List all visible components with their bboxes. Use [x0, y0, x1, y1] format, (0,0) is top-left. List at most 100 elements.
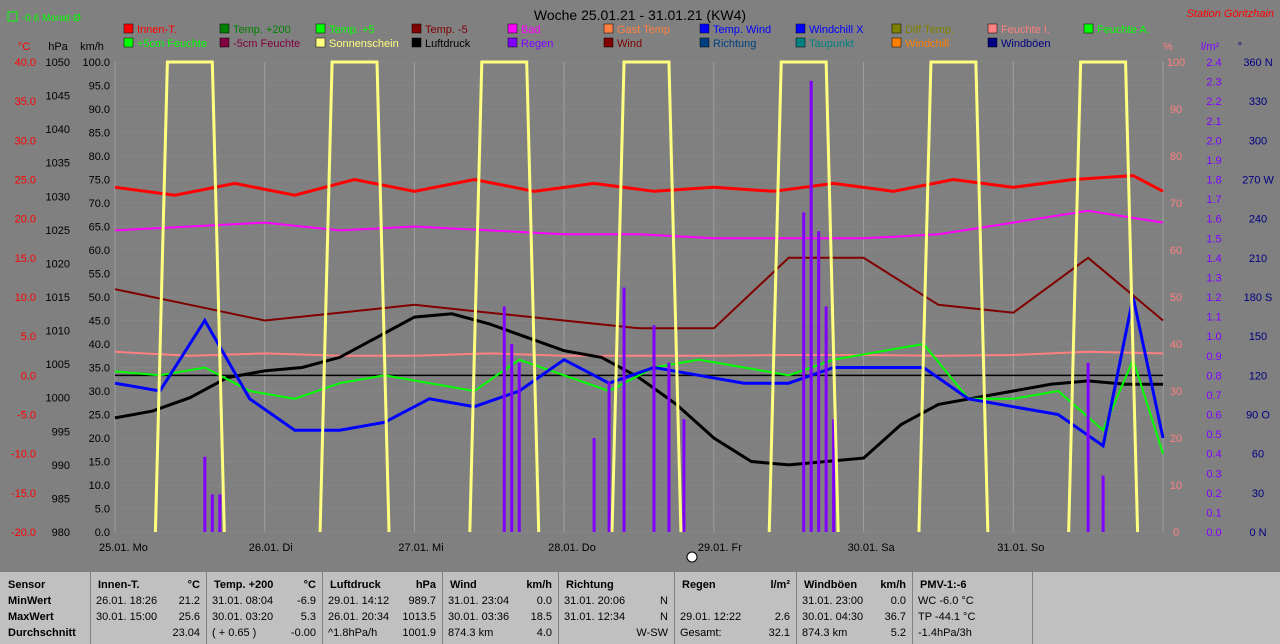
rain-bar: [203, 456, 207, 532]
stats-value: 36.7: [884, 611, 906, 623]
stats-value: 21.2: [178, 595, 200, 607]
temp-axis-tick: 15.0: [15, 253, 36, 265]
legend-swatch: [795, 37, 806, 48]
wind-axis-tick: 85.0: [89, 128, 110, 140]
stats-header: Richtung: [566, 579, 614, 591]
legend-swatch: [411, 37, 422, 48]
sunshine-block: [153, 60, 226, 533]
stats-value: 25.6: [178, 611, 200, 623]
stats-time: 874.3 km: [802, 627, 848, 639]
direction-axis-tick: 120: [1249, 370, 1267, 382]
rain-bar: [622, 287, 626, 532]
stats-value: 1001.9: [402, 627, 436, 639]
legend-swatch: [891, 37, 902, 48]
legend-label: Temp. -5: [425, 24, 468, 36]
stats-value: -0.00: [290, 627, 316, 639]
series-line-luftdruck: [114, 312, 1163, 467]
stats-value: 1013.5: [402, 611, 436, 623]
stats-time: 30.01. 04:30: [802, 611, 864, 623]
legend-swatch: [315, 23, 326, 34]
wind-axis-tick: 0.0: [95, 527, 110, 539]
stats-column: Richtung 31.01. 20:06 N 31.01. 12:34 N W-SW: [558, 572, 675, 644]
humidity-axis-tick: 100: [1167, 57, 1185, 69]
stats-value: N: [660, 595, 668, 607]
direction-axis-tick: 60: [1252, 449, 1264, 461]
stats-value: 5.2: [890, 627, 906, 639]
sunshine-block: [1067, 60, 1140, 533]
x-tick-day: 27.01. Mi: [398, 542, 443, 554]
legend: Innen-T. Temp. +200 Temp. +5 Temp. -5 Bad Gas…: [123, 23, 1150, 50]
rain-axis-tick: 0.1: [1206, 507, 1221, 519]
stats-time: Gesamt:: [680, 627, 722, 639]
stats-header: Luftdruck: [330, 579, 381, 591]
rain-axis-tick: 1.6: [1206, 214, 1221, 226]
rain-axis-tick: 1.9: [1206, 155, 1221, 167]
rain-axis-tick: 0.5: [1206, 429, 1221, 441]
wind-axis-tick: 95.0: [89, 81, 110, 93]
legend-swatch: [507, 23, 518, 34]
direction-axis-tick: 30: [1252, 488, 1264, 500]
direction-axis-tick: 150: [1249, 331, 1267, 343]
time-cursor-handle[interactable]: [686, 551, 698, 563]
legend-label: +5cm Feuchte: [137, 38, 207, 50]
legend-label: Temp. Wind: [713, 24, 771, 36]
rain-axis-tick: 0.3: [1206, 468, 1221, 480]
rain-bar: [682, 419, 686, 532]
x-tick-day: 29.01. Fr: [698, 542, 742, 554]
rain-bar: [802, 212, 806, 532]
stats-unit: l/m²: [770, 579, 790, 591]
rain-axis-tick: 0.2: [1206, 488, 1221, 500]
axis-unit: km/h: [80, 41, 104, 53]
rain-axis-tick: 0.0: [1206, 527, 1221, 539]
stats-row-label: MinWert: [8, 595, 52, 607]
rain-axis-tick: 0.8: [1206, 370, 1221, 382]
stats-header: Innen-T.: [98, 579, 140, 591]
stats-header: Wind: [450, 579, 477, 591]
axis-unit: °C: [18, 41, 30, 53]
rain-bar: [667, 362, 671, 532]
wind-axis-tick: 80.0: [89, 151, 110, 163]
stats-time: 31.01. 20:06: [564, 595, 626, 607]
legend-swatch: [603, 23, 614, 34]
stats-value: 0.0: [890, 595, 906, 607]
wind-axis-tick: 75.0: [89, 175, 110, 187]
stats-column: Innen-T. °C 26.01. 18:26 21.2 30.01. 15:00 25…: [90, 572, 207, 644]
stats-time: 31.01. 08:04: [212, 595, 274, 607]
legend-label: Windböen: [1001, 38, 1051, 50]
stats-value: 5.3: [300, 611, 316, 623]
stats-column: Luftdruck hPa 29.01. 14:12 989.7 26.01. 20:3…: [322, 572, 443, 644]
direction-axis-tick: 210: [1249, 253, 1267, 265]
stats-header: Temp. +200: [214, 579, 274, 591]
pressure-axis-tick: 985: [52, 493, 70, 505]
legend-swatch: [795, 23, 806, 34]
stats-unit: °C: [303, 579, 316, 591]
wind-axis-tick: 50.0: [89, 292, 110, 304]
rain-bar: [502, 306, 506, 532]
pressure-axis-tick: 980: [52, 527, 70, 539]
series-line-feuchte-i-: [114, 350, 1164, 357]
series-layer: [114, 60, 1165, 533]
humidity-axis-tick: 0: [1173, 527, 1179, 539]
rain-axis-tick: 0.7: [1206, 390, 1221, 402]
stats-time: 30.01. 03:20: [212, 611, 274, 623]
legend-swatch: [123, 23, 134, 34]
rain-axis-tick: 2.1: [1206, 116, 1221, 128]
wind-axis-tick: 30.0: [89, 386, 110, 398]
pressure-axis-tick: 990: [52, 460, 70, 472]
legend-swatch: [1083, 23, 1094, 34]
stats-time: -1.4hPa/3h: [918, 627, 972, 639]
legend-swatch: [987, 37, 998, 48]
stats-column: Regen l/m² 29.01. 12:22 2.6 Gesamt: 32.1: [674, 572, 797, 644]
rain-axis-tick: 1.1: [1206, 312, 1221, 324]
legend-label: Richtung: [713, 38, 756, 50]
pressure-axis-tick: 1045: [46, 91, 70, 103]
stats-time: 30.01. 03:36: [448, 611, 510, 623]
stats-unit: km/h: [880, 579, 906, 591]
wind-axis-tick: 20.0: [89, 433, 110, 445]
stats-value: 989.7: [408, 595, 436, 607]
stats-time: TP -44.1 °C: [918, 611, 976, 623]
wind-axis-tick: 5.0: [95, 504, 110, 516]
stats-time: 874.3 km: [448, 627, 494, 639]
pressure-axis-tick: 1020: [46, 258, 70, 270]
sunshine-block: [610, 60, 683, 533]
